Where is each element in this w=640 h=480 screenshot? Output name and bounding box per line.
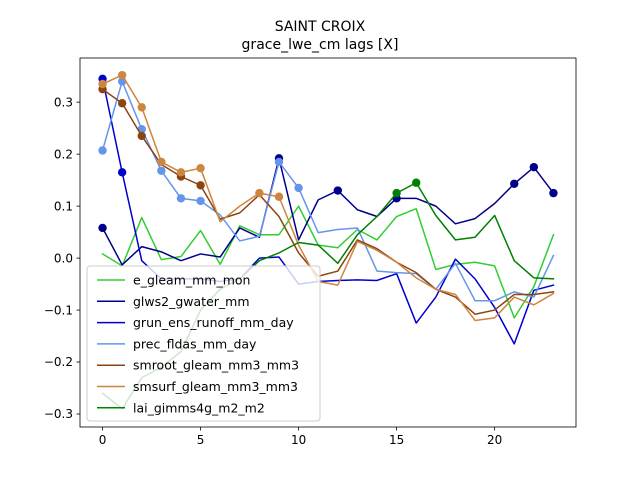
legend-label-glws2_gwater_mm: glws2_gwater_mm [133, 294, 250, 309]
data-point-lai_gimms4g_m2_m2-16 [412, 178, 421, 187]
data-point-prec_fldas_mm_day-4 [176, 194, 186, 203]
data-point-lai_gimms4g_m2_m2-15 [392, 188, 401, 198]
y-tick-label: −0.3 [44, 407, 73, 421]
y-tick-label: −0.2 [44, 355, 73, 369]
legend-label-smroot_gleam_mm3_mm3: smroot_gleam_mm3_mm3 [133, 358, 299, 373]
data-point-smsurf_gleam_mm3_mm3-5 [196, 163, 205, 173]
data-point-glws2_gwater_mm-0 [98, 223, 107, 233]
legend: e_gleam_mm_mon glws2_gwater_mm grun_ens_ru… [86, 265, 321, 422]
data-point-smroot_gleam_mm3_mm3-5 [196, 181, 205, 190]
legend-box [86, 265, 321, 422]
y-tick-label: 0.3 [54, 95, 73, 109]
data-point-smsurf_gleam_mm3_mm3-9 [274, 192, 284, 201]
data-point-smsurf_gleam_mm3_mm3-4 [176, 168, 186, 177]
data-point-grun_ens_runoff_mm_day-1 [117, 168, 127, 177]
legend-label-prec_fldas_mm_day: prec_fldas_mm_day [133, 336, 257, 351]
x-tick-label: 20 [487, 433, 502, 447]
y-tick-label: 0.1 [54, 199, 73, 213]
data-point-prec_fldas_mm_day-10 [294, 183, 303, 193]
x-tick-label: 5 [197, 433, 205, 447]
data-point-smroot_gleam_mm3_mm3-1 [117, 99, 127, 108]
legend-label-grun_ens_runoff_mm_day: grun_ens_runoff_mm_day [133, 315, 294, 330]
data-point-prec_fldas_mm_day-9 [274, 157, 284, 167]
x-tick-label: 10 [291, 433, 306, 447]
data-point-smsurf_gleam_mm3_mm3-8 [255, 188, 264, 198]
legend-label-smsurf_gleam_mm3_mm3: smsurf_gleam_mm3_mm3 [133, 379, 298, 394]
data-point-glws2_gwater_mm-12 [333, 186, 342, 195]
legend-label-e_gleam_mm_mon: e_gleam_mm_mon [133, 273, 250, 288]
legend-label-lai_gimms4g_m2_m2: lai_gimms4g_m2_m2 [133, 400, 265, 415]
series-group [98, 70, 558, 410]
series-line-e_gleam_mm_mon [101, 205, 555, 319]
data-point-glws2_gwater_mm-22 [529, 162, 539, 172]
data-point-smsurf_gleam_mm3_mm3-3 [157, 157, 166, 167]
y-tick-label: 0.0 [54, 251, 73, 265]
data-point-smsurf_gleam_mm3_mm3-2 [137, 103, 146, 112]
plot-area [98, 70, 558, 410]
series-line-prec_fldas_mm_day [101, 80, 555, 302]
y-tick-label: −0.1 [44, 303, 73, 317]
y-tick-label: 0.2 [54, 147, 73, 161]
data-point-prec_fldas_mm_day-3 [157, 166, 166, 175]
data-point-smsurf_gleam_mm3_mm3-0 [98, 79, 107, 89]
chart-subtitle: grace_lwe_cm lags [X] [242, 37, 399, 53]
axes-frame [79, 57, 577, 428]
data-point-glws2_gwater_mm-23 [549, 188, 558, 198]
axes: 0 5 10 15 20 −0.3 −0.2 −0.1 0.0 0.1 0.2 0.3 [44, 57, 577, 447]
series-line-glws2_gwater_mm [101, 157, 555, 266]
x-tick-label: 0 [99, 433, 107, 447]
data-point-prec_fldas_mm_day-0 [98, 146, 107, 155]
data-point-glws2_gwater_mm-21 [510, 179, 519, 188]
x-tick-label: 15 [389, 433, 404, 447]
data-point-smroot_gleam_mm3_mm3-2 [137, 131, 146, 141]
data-point-smsurf_gleam_mm3_mm3-1 [117, 70, 127, 80]
chart-title: SAINT CROIX [275, 19, 366, 35]
data-point-prec_fldas_mm_day-5 [196, 196, 205, 206]
